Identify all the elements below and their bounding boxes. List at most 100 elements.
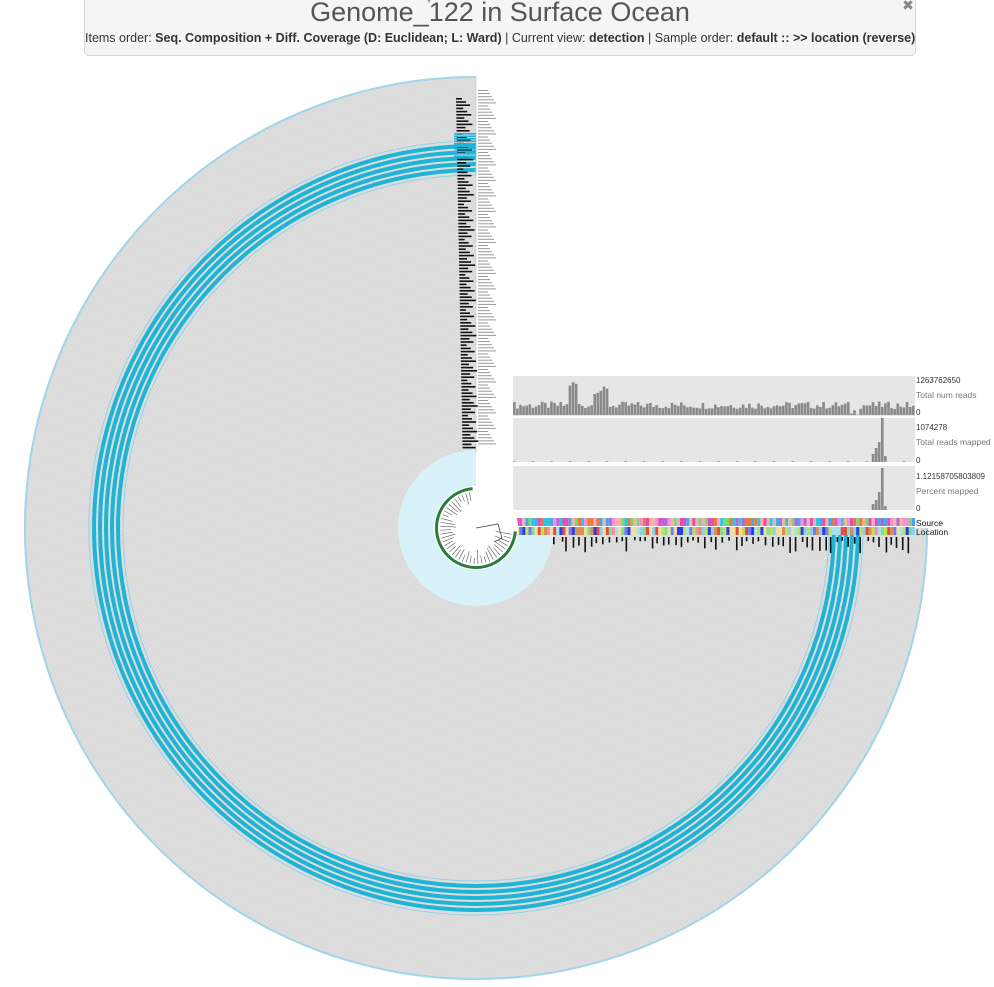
item-label-mark [478, 437, 492, 439]
bar-total-reads [679, 402, 683, 415]
location-cell [642, 527, 646, 535]
item-label-mark [478, 418, 490, 420]
item-tick [456, 98, 462, 100]
source-cell [754, 518, 758, 526]
source-cell [806, 518, 810, 526]
bar-total-reads [834, 402, 838, 415]
source-cell [797, 518, 801, 526]
bar-total-reads [568, 385, 572, 415]
location-cell [710, 527, 714, 535]
source-cell [846, 518, 851, 526]
location-cell [769, 527, 773, 535]
source-cell [655, 518, 659, 526]
tree-branch [441, 518, 453, 522]
item-label-mark [478, 387, 490, 389]
bar-reads-mapped [828, 461, 832, 462]
source-cell [611, 518, 616, 526]
source-cell [769, 518, 773, 526]
item-label-mark [478, 139, 490, 141]
location-cell [890, 527, 894, 535]
tree-branch [503, 535, 511, 539]
item-label-mark [478, 415, 488, 417]
item-tick [459, 283, 467, 286]
bar-total-reads [596, 392, 600, 415]
collapse-caret-icon[interactable]: ▼ [425, 0, 433, 5]
source-cell [596, 518, 600, 526]
item-label-mark [478, 124, 490, 126]
item-tick [461, 398, 470, 401]
item-tick [458, 219, 474, 222]
bar-total-reads [649, 403, 652, 415]
item-tick [461, 389, 469, 391]
bar-reads-mapped [568, 461, 572, 462]
detection-bar [608, 537, 611, 543]
item-tick [462, 443, 472, 446]
detection-bar [811, 537, 814, 551]
bar-total-reads [559, 402, 563, 415]
source-cell [701, 518, 705, 526]
location-cell [543, 527, 548, 535]
item-tick [460, 344, 467, 346]
item-label-mark [478, 248, 490, 250]
source-cell [584, 518, 588, 526]
detection-tick [454, 138, 476, 140]
bar-total-reads [717, 407, 720, 415]
source-cell [717, 518, 721, 526]
tree-branch [446, 542, 456, 550]
location-cell [633, 527, 637, 535]
location-cell [673, 527, 677, 535]
source-cell [649, 518, 653, 526]
bar-reads-mapped [679, 461, 683, 462]
source-cell [880, 518, 885, 526]
items-order-value: Seq. Composition + Diff. Coverage (D: Eu… [155, 31, 502, 45]
item-tick [459, 299, 476, 302]
item-label-mark [478, 412, 496, 414]
source-cell [837, 518, 841, 526]
location-cell [528, 527, 532, 535]
item-tick [456, 117, 465, 119]
item-label-mark [478, 288, 496, 290]
location-cell [707, 527, 711, 535]
bar-total-reads [788, 402, 791, 415]
bar-total-reads [590, 405, 593, 415]
bar-total-reads [683, 405, 686, 415]
bar-total-reads [611, 405, 615, 415]
location-cell [568, 527, 572, 535]
item-tick [456, 101, 467, 103]
item-label-mark [478, 331, 494, 333]
source-cell [887, 518, 891, 526]
tree-branch [465, 551, 470, 563]
location-cell [874, 527, 878, 535]
source-cell [902, 518, 906, 526]
item-tick [458, 235, 472, 238]
bar-total-reads [624, 402, 627, 415]
bar-total-reads [726, 406, 729, 415]
detection-bar [853, 537, 856, 544]
item-tick [460, 325, 476, 327]
close-icon[interactable]: ✖ [902, 0, 914, 13]
item-label-mark [478, 307, 488, 308]
item-label-mark [478, 341, 490, 343]
tree-branch [498, 540, 508, 546]
bar-total-reads [754, 408, 757, 415]
bar-total-reads [797, 403, 801, 415]
source-cell [516, 518, 520, 526]
dendrogram[interactable] [434, 486, 518, 570]
item-tick [456, 149, 472, 151]
bar-total-reads [766, 406, 770, 415]
detection-bar [621, 537, 624, 542]
location-cell [757, 527, 761, 535]
detection-bar [801, 537, 804, 542]
item-label-mark [478, 235, 492, 237]
item-tick [460, 334, 477, 337]
location-cell [723, 527, 727, 535]
item-label-mark [478, 142, 492, 144]
source-cell [766, 518, 770, 526]
detection-bar [697, 537, 700, 543]
source-cell [865, 518, 869, 526]
item-label-mark [478, 300, 494, 302]
location-cell [698, 527, 702, 535]
location-cell [729, 527, 733, 535]
detection-bar [872, 537, 875, 543]
